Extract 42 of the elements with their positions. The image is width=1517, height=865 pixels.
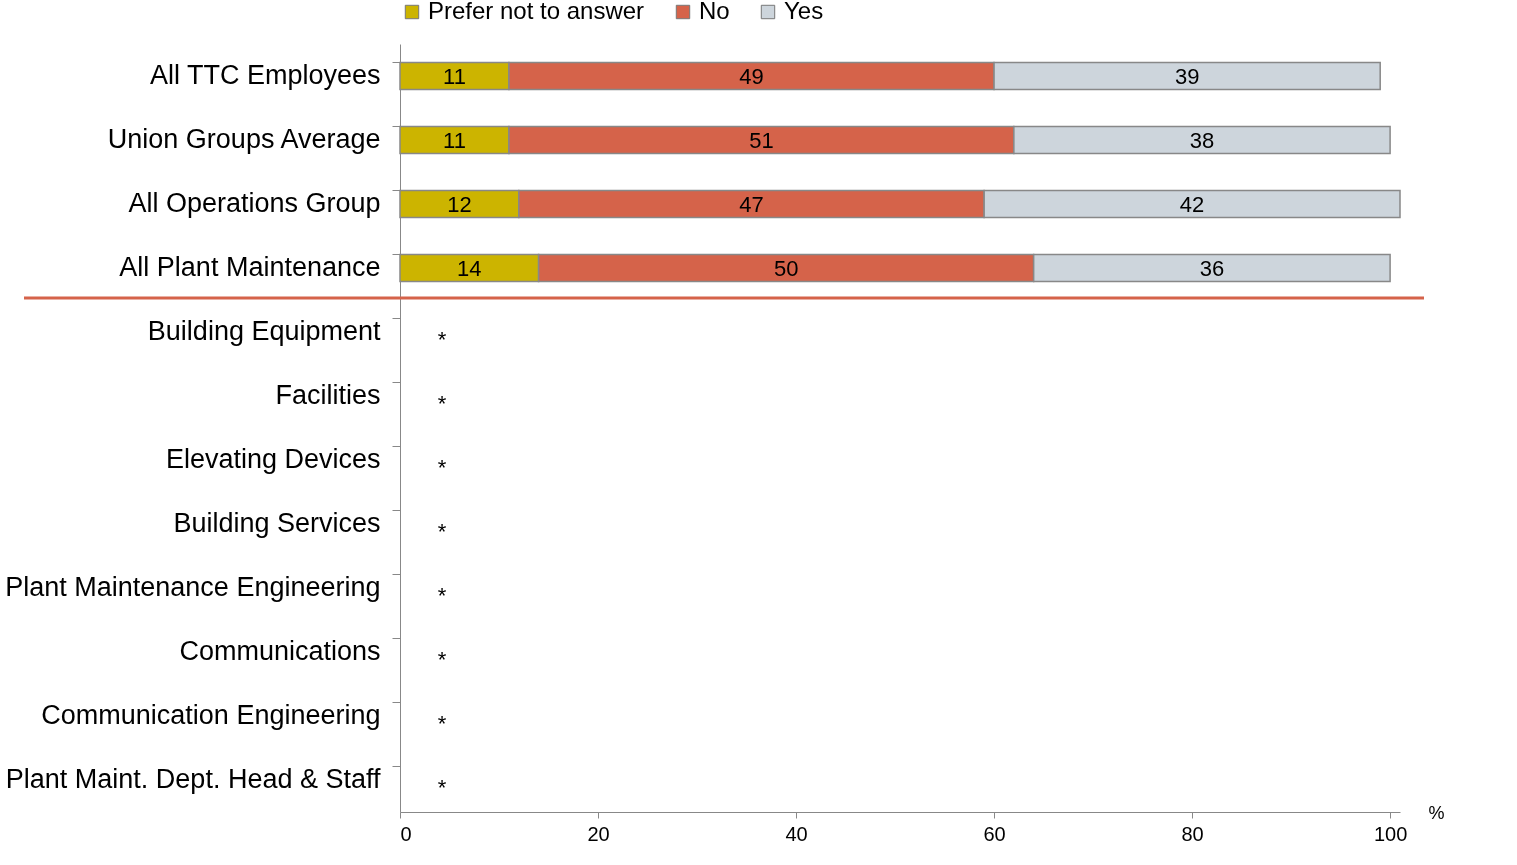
data-label: 39 bbox=[1174, 64, 1200, 89]
data-label: 12 bbox=[447, 192, 472, 217]
y-tick-label: Plant Maintenance Engineering bbox=[5, 572, 381, 602]
y-tick-label: Plant Maint. Dept. Head & Staff bbox=[5, 764, 381, 794]
legend-label: Prefer not to answer bbox=[428, 0, 645, 24]
data-label: 42 bbox=[1179, 192, 1205, 217]
annotation: * bbox=[437, 519, 447, 544]
x-tick-label: 0 bbox=[400, 822, 412, 845]
y-tick-label: All Plant Maintenance bbox=[119, 252, 381, 282]
x-tick-label: 80 bbox=[1181, 822, 1204, 845]
y-tick-label: All Operations Group bbox=[128, 188, 381, 218]
y-tick-label: All TTC Employees bbox=[149, 60, 381, 90]
data-label: 50 bbox=[773, 256, 799, 281]
annotation: * bbox=[437, 391, 447, 416]
x-tick-label: 20 bbox=[587, 822, 610, 845]
y-tick-label: Communications bbox=[179, 636, 381, 666]
annotation: * bbox=[437, 455, 447, 480]
x-tick-label: 100 bbox=[1373, 822, 1408, 845]
data-label: 11 bbox=[443, 64, 466, 89]
annotation: * bbox=[437, 583, 447, 608]
legend-label: No bbox=[699, 0, 730, 24]
annotation: * bbox=[437, 327, 447, 352]
x-axis-title: % bbox=[1428, 802, 1445, 823]
data-label: 51 bbox=[749, 128, 774, 153]
data-label: 14 bbox=[457, 256, 482, 281]
x-tick-label: 60 bbox=[983, 822, 1006, 845]
data-label: 11 bbox=[443, 128, 466, 153]
data-label: 47 bbox=[739, 192, 764, 217]
y-tick-label: Building Equipment bbox=[147, 316, 381, 346]
y-tick-label: Building Services bbox=[173, 508, 381, 538]
annotation: * bbox=[437, 711, 447, 736]
y-tick-label: Facilities bbox=[275, 380, 381, 410]
data-label: 49 bbox=[739, 64, 764, 89]
annotation: * bbox=[437, 647, 447, 672]
annotation: * bbox=[437, 775, 447, 800]
y-tick-label: Union Groups Average bbox=[107, 124, 381, 154]
y-tick-label: Communication Engineering bbox=[41, 700, 381, 730]
x-tick-label: 40 bbox=[785, 822, 808, 845]
y-tick-label: Elevating Devices bbox=[165, 444, 381, 474]
legend-label: Yes bbox=[784, 0, 824, 24]
data-label: 38 bbox=[1189, 128, 1215, 153]
data-label: 36 bbox=[1199, 256, 1225, 281]
